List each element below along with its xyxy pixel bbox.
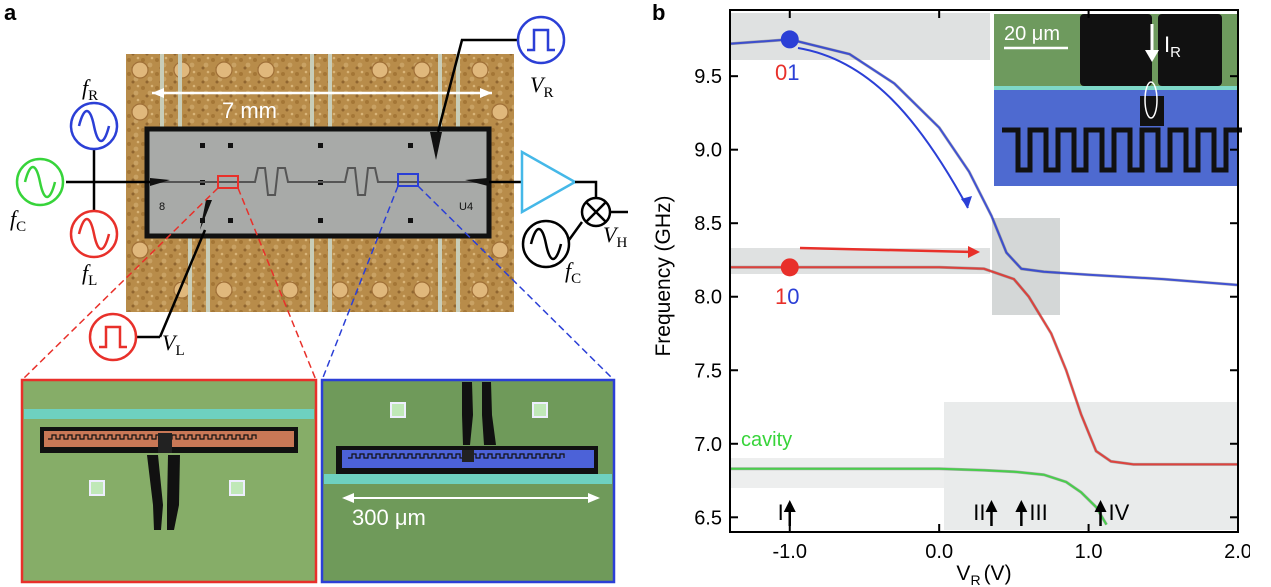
label-fC-left: fC bbox=[10, 206, 26, 235]
chip-width-label: 7 mm bbox=[222, 98, 277, 123]
y-tick-label: 7.5 bbox=[694, 360, 722, 382]
source-VL bbox=[88, 312, 138, 362]
chip-mark-left: 8 bbox=[159, 201, 165, 213]
red-zoom-box bbox=[217, 175, 239, 189]
voltage-arrowhead-III bbox=[1015, 500, 1028, 512]
axes-frame bbox=[729, 9, 1239, 533]
red-qubit-zoom bbox=[20, 378, 318, 584]
series-line-cavity bbox=[730, 467, 1108, 526]
series-layer bbox=[729, 30, 1239, 526]
inset-scale-label: 20 μm bbox=[1004, 23, 1060, 45]
series-line-10 bbox=[730, 266, 1238, 466]
x-tick-label: 1.0 bbox=[1075, 541, 1103, 563]
y-tick-label: 8.5 bbox=[694, 213, 722, 235]
source-fR bbox=[69, 101, 119, 151]
mixer bbox=[580, 196, 612, 228]
blue-qubit-zoom: 300 μm bbox=[320, 378, 616, 584]
label-fC-right: fC bbox=[565, 258, 581, 287]
spectroscopy-chart: 20 μm IR -1.0 0.0 1.0 2.0 6.5 7.0 7.5 8.0 8.5 9.0… bbox=[652, 9, 1250, 587]
source-VR bbox=[516, 15, 566, 65]
voltage-arrow-label-II: II bbox=[973, 500, 985, 525]
x-tick-label: 0.0 bbox=[925, 541, 953, 563]
y-tick-label: 9.5 bbox=[694, 66, 722, 88]
inset-current-label: IR bbox=[1164, 32, 1181, 61]
via-holes bbox=[131, 61, 509, 299]
panel-a-figure: 8 U4 7 mm 300 μm bbox=[10, 15, 628, 584]
panel-label-b: b bbox=[652, 0, 666, 25]
state-01-label: 01 bbox=[775, 60, 800, 85]
amplifier bbox=[520, 149, 578, 215]
cavity-label: cavity bbox=[741, 429, 792, 451]
voltage-arrowhead-II bbox=[985, 500, 998, 512]
x-axis-label: VR (V) bbox=[956, 562, 1011, 587]
label-VL: VL bbox=[162, 330, 185, 359]
state-marker-10 bbox=[780, 258, 799, 277]
label-VR: VR bbox=[530, 72, 553, 101]
source-fL bbox=[69, 209, 119, 259]
label-fR: fR bbox=[82, 75, 98, 104]
ticks-layer: -1.0 0.0 1.0 2.0 6.5 7.0 7.5 8.0 8.5 9.0 9.5 bbox=[694, 10, 1250, 563]
voltage-arrows: I II III IV bbox=[778, 500, 1130, 526]
y-tick-label: 8.0 bbox=[694, 287, 722, 309]
state-10-label: 10 bbox=[775, 284, 800, 309]
chip-mark-right: U4 bbox=[459, 201, 473, 213]
data-patch-top bbox=[730, 13, 990, 60]
x-tick-label: -1.0 bbox=[773, 541, 807, 563]
source-fC-left bbox=[15, 157, 65, 207]
data-patch-cross bbox=[992, 218, 1060, 315]
voltage-arrowhead-IV bbox=[1094, 500, 1107, 512]
label-fL: fL bbox=[82, 260, 97, 289]
x-tick-label: 2.0 bbox=[1224, 541, 1250, 563]
state-marker-01 bbox=[780, 30, 799, 49]
y-tick-label: 9.0 bbox=[694, 140, 722, 162]
inset-image bbox=[994, 14, 1242, 186]
voltage-arrow-label-I: I bbox=[778, 500, 784, 525]
voltage-arrow-label-III: III bbox=[1029, 500, 1047, 525]
y-tick-label: 7.0 bbox=[694, 434, 722, 456]
source-fC-right bbox=[521, 219, 571, 269]
blue-zoom-box bbox=[397, 173, 419, 187]
voltage-arrowhead-I bbox=[783, 500, 796, 512]
scale-300um: 300 μm bbox=[352, 505, 426, 530]
panel-label-a: a bbox=[4, 0, 17, 25]
y-axis-label: Frequency (GHz) bbox=[652, 195, 675, 356]
series-line-01 bbox=[729, 38, 1239, 286]
meander-resonator bbox=[155, 167, 480, 196]
data-patch-left bbox=[730, 458, 944, 488]
y-tick-label: 6.5 bbox=[694, 507, 722, 529]
voltage-arrow-label-IV: IV bbox=[1109, 500, 1130, 525]
label-VH: VH bbox=[603, 222, 627, 251]
